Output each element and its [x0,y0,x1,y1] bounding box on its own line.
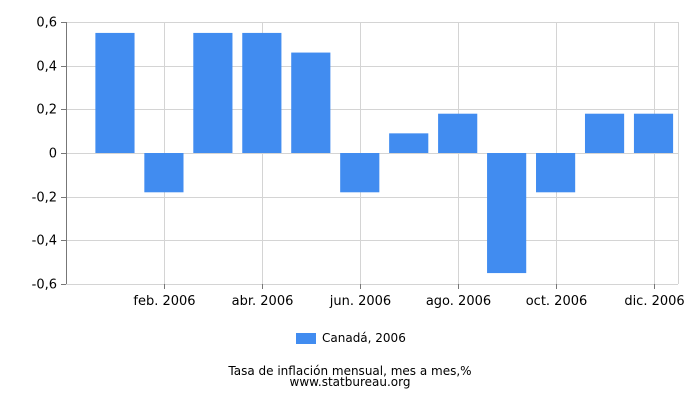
bar [633,113,674,153]
x-tick-label: dic. 2006 [624,294,684,309]
bar [389,133,429,153]
bar [95,32,135,153]
x-tick-label: jun. 2006 [329,294,391,309]
chart-subtitle: Tasa de inflación mensual, mes a mes,% [228,364,472,378]
x-tick-label: ago. 2006 [426,294,491,309]
bar [291,52,331,153]
bar [487,153,527,274]
x-tick-label: oct. 2006 [526,294,588,309]
y-tick-label: 0,2 [36,103,57,118]
x-axis-labels: feb. 2006 abr. 2006 jun. 2006 ago. 2006 oct.… [133,294,684,309]
legend-swatch [296,332,316,344]
y-tick-label: -0,4 [32,234,57,249]
bar [242,32,282,153]
source-link[interactable]: www.statbureau.org [289,375,411,389]
bar-chart: 0,6 0,4 0,2 0 -0,2 -0,4 -0,6 feb. 2006 abr. 200… [32,16,685,310]
bar [584,113,625,153]
y-tick-label: 0 [49,147,57,162]
axes [61,22,655,289]
y-tick-label: 0,6 [36,16,57,31]
x-tick-label: abr. 2006 [232,294,294,309]
bars [95,32,674,274]
bar [144,153,184,193]
bar [536,153,576,193]
bar [340,153,380,193]
y-axis-labels: 0,6 0,4 0,2 0 -0,2 -0,4 -0,6 [32,16,57,293]
y-tick-label: 0,4 [36,60,57,75]
bar [438,113,478,153]
legend-label: Canadá, 2006 [322,331,406,345]
legend: Canadá, 2006 [296,331,406,345]
x-tick-label: feb. 2006 [133,294,195,309]
bar [193,32,233,153]
y-tick-label: -0,2 [32,191,57,206]
y-tick-label: -0,6 [32,278,57,293]
